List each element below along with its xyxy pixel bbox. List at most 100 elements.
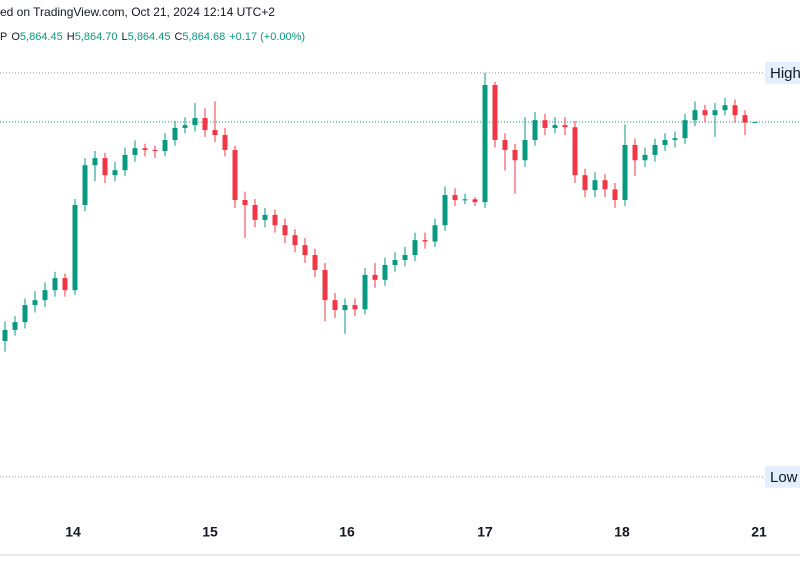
candle-body xyxy=(342,305,348,311)
legend-symbol: P xyxy=(0,31,7,43)
candle-body xyxy=(172,127,178,141)
candle-body xyxy=(282,225,288,236)
candle-body xyxy=(522,140,528,161)
candle-body xyxy=(122,154,128,171)
candle-body xyxy=(532,120,538,141)
candle-body xyxy=(662,140,668,145)
legend-value: 5,864.45 xyxy=(128,31,171,43)
candle-body xyxy=(302,245,308,256)
candle-body xyxy=(132,148,138,155)
legend-key: L xyxy=(122,31,128,43)
level-label-box xyxy=(765,61,800,84)
candle-body xyxy=(692,110,698,121)
candle-body xyxy=(452,195,458,201)
candle-body xyxy=(612,189,618,201)
candle-body xyxy=(512,149,518,161)
header: ed on TradingView.com, Oct 21, 2024 12:1… xyxy=(0,5,275,19)
candle-body xyxy=(392,259,398,265)
x-tick-label: 17 xyxy=(477,524,493,540)
candle-body xyxy=(502,140,508,150)
x-tick-label: 16 xyxy=(339,524,355,540)
candle-body xyxy=(462,199,468,201)
candle-body xyxy=(682,120,688,139)
legend-key: O xyxy=(11,31,20,43)
candle-body xyxy=(592,180,598,191)
candle-body xyxy=(412,240,418,256)
candle-body xyxy=(112,170,118,176)
candle-body xyxy=(62,278,68,291)
candle-body xyxy=(142,148,148,150)
candle-body xyxy=(212,130,218,136)
candle-body xyxy=(362,274,368,310)
x-tick-label: 18 xyxy=(614,524,630,540)
candle-body xyxy=(192,118,198,126)
candle-body xyxy=(2,329,8,341)
candle-body xyxy=(602,180,608,190)
legend-change: +0.17 (+0.00%) xyxy=(229,31,305,43)
candle-body xyxy=(92,158,98,166)
candle-body xyxy=(752,121,758,123)
candle-body xyxy=(622,144,628,201)
legend-key: H xyxy=(67,31,75,43)
candle-body xyxy=(42,290,48,301)
candle-body xyxy=(712,110,718,116)
candle-body xyxy=(572,127,578,176)
candle-body xyxy=(262,214,268,220)
candle-body xyxy=(672,138,678,141)
candle-body xyxy=(422,240,428,242)
candle-body xyxy=(232,149,238,201)
candle-body xyxy=(292,235,298,246)
candle-body xyxy=(242,200,248,205)
legend-key: C xyxy=(174,31,182,43)
candle-body xyxy=(552,125,558,128)
candle-body xyxy=(402,255,408,260)
candle-body xyxy=(152,149,158,152)
candle-body xyxy=(542,120,548,128)
candle-body xyxy=(472,199,478,203)
candle-body xyxy=(742,115,748,123)
level-label: Low xyxy=(770,469,798,486)
candle-body xyxy=(272,214,278,226)
legend-value: 5,864.68 xyxy=(182,31,225,43)
candle-body xyxy=(252,204,258,220)
candle-body xyxy=(382,264,388,280)
candle-body xyxy=(722,105,728,111)
candle-body xyxy=(582,175,588,191)
candle-body xyxy=(352,305,358,310)
candle-body xyxy=(732,105,738,116)
candle-body xyxy=(32,300,38,306)
candle-body xyxy=(72,204,78,291)
legend-value: 5,864.45 xyxy=(20,31,63,43)
candle-body xyxy=(332,300,338,311)
candle-body xyxy=(432,225,438,242)
candle-body xyxy=(312,255,318,270)
legend-text: P O5,864.45 H5,864.70 L5,864.45 C5,864.68 +0.… xyxy=(0,31,305,43)
candle-body xyxy=(642,154,648,161)
candle-body xyxy=(442,195,448,226)
candle-body xyxy=(22,305,28,323)
level-label: High xyxy=(770,65,800,82)
x-tick-label: 14 xyxy=(65,524,81,540)
candle-body xyxy=(222,135,228,150)
candle-body xyxy=(562,125,568,128)
candle-body xyxy=(482,84,488,203)
legend-value: 5,864.70 xyxy=(75,31,118,43)
candle-body xyxy=(82,165,88,205)
candle-body xyxy=(162,140,168,152)
candle-body xyxy=(702,110,708,116)
candle-body xyxy=(372,274,378,280)
candle-body xyxy=(202,118,208,131)
level-label-box xyxy=(765,465,800,488)
candle-body xyxy=(322,269,328,301)
candle-body xyxy=(632,144,638,161)
candle-body xyxy=(492,84,498,141)
candle-body xyxy=(12,322,18,330)
candle-body xyxy=(52,278,58,291)
x-tick-label: 15 xyxy=(202,524,218,540)
candle-body xyxy=(652,144,658,155)
candle-body xyxy=(102,158,108,176)
x-tick-label: 21 xyxy=(751,524,767,540)
legend: P O5,864.45 H5,864.70 L5,864.45 C5,864.68 +0.… xyxy=(0,31,305,43)
